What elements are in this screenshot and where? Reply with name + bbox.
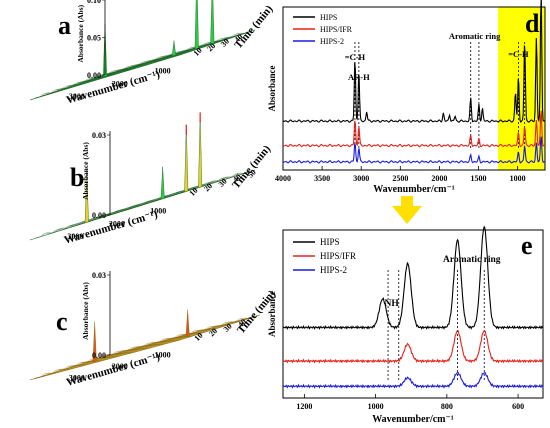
series-line-hips — [282, 0, 546, 123]
surface-peak — [210, 0, 215, 45]
surface-gridline — [62, 43, 213, 89]
panel-d-spectrum: 4000 3500 3000 2500 2000 1500 1000 Wavenumber/c… — [267, 0, 546, 195]
x-tick-label: 2000 — [112, 79, 128, 88]
x-tick-label: 2000 — [109, 219, 125, 228]
x-tick-label: 1200 — [296, 402, 312, 411]
x-tick-label: 3000 — [69, 374, 85, 383]
plot-frame — [282, 229, 544, 399]
surface-peak — [184, 124, 189, 193]
y-axis-label: Time (min) — [230, 143, 273, 191]
x-tick-label: 1000 — [150, 206, 166, 215]
x-axis-label: Wavenumber/cm⁻¹ — [372, 414, 454, 425]
peak-annotation: Aromatic ring — [449, 31, 501, 41]
surface-gridline — [92, 318, 243, 360]
surface-peak — [160, 166, 165, 200]
legend-entry: HIPS/IFR — [320, 25, 353, 34]
x-tick-label: 800 — [441, 402, 453, 411]
peak-annotation: AR-H — [348, 72, 370, 82]
surface-peak — [185, 309, 190, 338]
panel-letter: b — [70, 163, 84, 192]
peak-annotation: Aromatic ring — [443, 255, 501, 265]
surface-peak — [84, 168, 89, 224]
legend-entry: HIPS — [320, 13, 337, 22]
peak-annotation: =C-H — [345, 52, 366, 62]
x-tick-label: 1500 — [471, 174, 487, 183]
legend-entry: HIPS-2 — [320, 37, 344, 46]
surface-gridline — [98, 172, 244, 219]
legend-entry: HIPS — [320, 237, 340, 247]
series-line-hips-2 — [282, 136, 545, 164]
y-axis-label: Time (min) — [232, 3, 275, 51]
z-axis-label: Absorbance (Abs) — [81, 282, 90, 340]
panel-letter: a — [58, 11, 71, 40]
x-tick-label: 1000 — [155, 66, 171, 75]
y-axis-label: Absorbance — [267, 65, 277, 111]
surface-peak — [198, 112, 203, 188]
x-tick-label: 3500 — [314, 174, 330, 183]
z-tick-label: 0.00 — [87, 71, 101, 80]
plot-frame — [282, 6, 546, 171]
legend-entry: HIPS/IFR — [320, 251, 356, 261]
x-axis-label: Wavenumber/cm⁻¹ — [373, 184, 455, 195]
z-axis-label: Absorbance (Abs) — [81, 142, 90, 200]
x-tick-label: 2000 — [431, 174, 447, 183]
x-tick-label: 1000 — [368, 402, 384, 411]
panel-letter: d — [525, 9, 540, 38]
x-tick-label: 1000 — [510, 174, 526, 183]
panel-letter: c — [56, 307, 68, 336]
series-line-hips-ifr — [282, 110, 545, 148]
surface-gridline — [104, 314, 255, 356]
surface-peak — [92, 321, 97, 363]
surface-gridline — [104, 169, 250, 216]
z-axis-label: Absorbance (Abs) — [76, 4, 85, 62]
x-tick-label: 3000 — [69, 92, 85, 101]
x-tick-label: 2500 — [392, 174, 408, 183]
x-tick-label: 3000 — [353, 174, 369, 183]
z-tick-label: 0.10 — [87, 0, 101, 5]
surface-peak — [171, 40, 176, 57]
peak-annotation: NH — [385, 299, 400, 309]
z-tick-label: 0.03 — [92, 271, 106, 280]
panel-e-spectrum: 1200 1000 800 600 Wavenumber/cm⁻¹ Absorbance H… — [267, 225, 544, 425]
surface-gridline — [87, 176, 233, 222]
legend-entry: HIPS-2 — [320, 265, 347, 275]
z-tick-label: 0.00 — [92, 211, 106, 220]
x-tick-label: 600 — [512, 402, 524, 411]
series-line-hips-2 — [282, 371, 544, 389]
z-tick-label: 0.03 — [92, 131, 106, 140]
surface-gridline — [92, 173, 238, 220]
surface-peak — [194, 0, 199, 50]
x-tick-label: 4000 — [275, 174, 291, 183]
x-tick-label: 2000 — [112, 362, 128, 371]
z-tick-label: 0.05 — [87, 34, 101, 43]
surface-gridline — [94, 33, 245, 79]
panel-letter: e — [521, 231, 533, 260]
series-line-hips-ifr — [282, 329, 544, 364]
down-arrow-icon — [392, 196, 422, 224]
x-tick-label: 3000 — [67, 232, 83, 241]
surface-gridline — [98, 317, 249, 359]
peak-annotation: =C-H — [508, 49, 529, 59]
x-tick-label: 1000 — [155, 351, 171, 360]
z-tick-label: 0.00 — [92, 351, 106, 360]
y-axis-label: Absorbance — [267, 291, 277, 337]
series-line-hips — [282, 225, 544, 331]
